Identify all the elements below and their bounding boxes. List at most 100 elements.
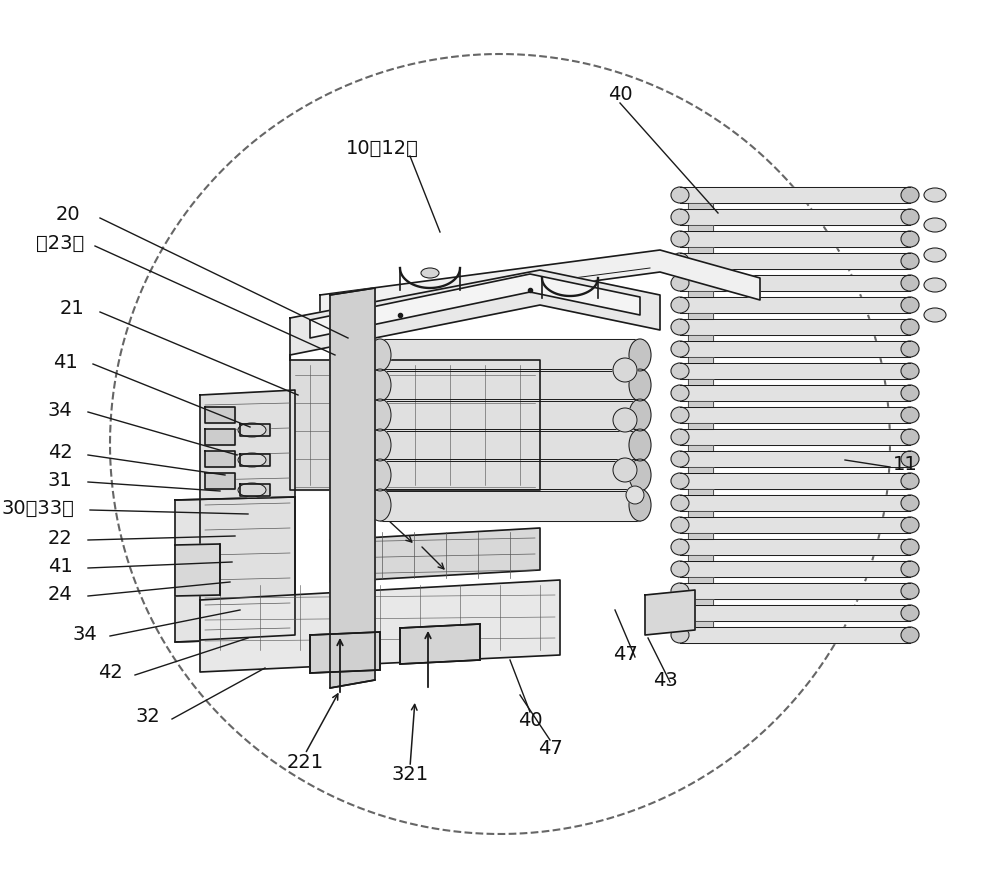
Polygon shape <box>680 495 910 511</box>
Ellipse shape <box>238 453 266 467</box>
Polygon shape <box>680 231 910 247</box>
Polygon shape <box>688 511 713 517</box>
Ellipse shape <box>924 248 946 262</box>
Circle shape <box>613 458 637 482</box>
Ellipse shape <box>671 517 689 533</box>
Polygon shape <box>688 599 713 605</box>
Circle shape <box>613 408 637 432</box>
Polygon shape <box>680 187 910 203</box>
Ellipse shape <box>901 319 919 335</box>
Polygon shape <box>290 355 540 490</box>
Ellipse shape <box>671 561 689 577</box>
Polygon shape <box>380 339 640 371</box>
Text: 32: 32 <box>136 708 160 726</box>
Polygon shape <box>205 473 235 489</box>
Text: （23）: （23） <box>36 234 84 252</box>
Text: 40: 40 <box>608 85 632 105</box>
Polygon shape <box>310 274 640 338</box>
Ellipse shape <box>671 407 689 423</box>
Ellipse shape <box>629 429 651 461</box>
Polygon shape <box>680 451 910 467</box>
Ellipse shape <box>901 297 919 313</box>
Ellipse shape <box>671 627 689 643</box>
Polygon shape <box>320 250 760 318</box>
Ellipse shape <box>901 231 919 247</box>
Ellipse shape <box>671 605 689 621</box>
Polygon shape <box>688 203 713 209</box>
Text: 42: 42 <box>98 663 122 683</box>
Polygon shape <box>680 627 910 643</box>
Polygon shape <box>380 369 640 401</box>
Ellipse shape <box>924 188 946 202</box>
Text: 221: 221 <box>286 752 324 772</box>
Polygon shape <box>688 533 713 539</box>
Ellipse shape <box>671 363 689 379</box>
Polygon shape <box>688 313 713 319</box>
Ellipse shape <box>901 605 919 621</box>
Ellipse shape <box>629 399 651 431</box>
Polygon shape <box>680 429 910 445</box>
Polygon shape <box>380 399 640 431</box>
Polygon shape <box>205 429 235 445</box>
Ellipse shape <box>238 483 266 497</box>
Ellipse shape <box>901 473 919 489</box>
Ellipse shape <box>924 278 946 292</box>
Text: 47: 47 <box>613 645 637 664</box>
Ellipse shape <box>671 209 689 225</box>
Polygon shape <box>688 357 713 363</box>
Ellipse shape <box>924 218 946 232</box>
Polygon shape <box>688 445 713 451</box>
Polygon shape <box>688 621 713 627</box>
Ellipse shape <box>671 275 689 291</box>
Polygon shape <box>680 605 910 621</box>
Text: 34: 34 <box>73 624 97 644</box>
Ellipse shape <box>671 429 689 445</box>
Ellipse shape <box>671 297 689 313</box>
Ellipse shape <box>671 539 689 555</box>
Polygon shape <box>680 319 910 335</box>
Polygon shape <box>688 423 713 429</box>
Polygon shape <box>688 467 713 473</box>
Ellipse shape <box>901 627 919 643</box>
Ellipse shape <box>924 308 946 322</box>
Polygon shape <box>240 424 270 436</box>
Text: 30（33）: 30（33） <box>2 499 74 517</box>
Ellipse shape <box>671 473 689 489</box>
Text: 42: 42 <box>48 444 72 462</box>
Ellipse shape <box>369 339 391 371</box>
Ellipse shape <box>901 275 919 291</box>
Polygon shape <box>290 270 660 355</box>
Text: 41: 41 <box>48 557 72 575</box>
Ellipse shape <box>901 583 919 599</box>
Ellipse shape <box>369 459 391 491</box>
Text: 24: 24 <box>48 584 72 604</box>
Polygon shape <box>688 489 713 495</box>
Polygon shape <box>400 624 480 664</box>
Text: 20: 20 <box>56 205 80 225</box>
Text: 31: 31 <box>48 470 72 490</box>
Polygon shape <box>645 590 695 635</box>
Polygon shape <box>380 489 640 521</box>
Ellipse shape <box>629 459 651 491</box>
Polygon shape <box>688 401 713 407</box>
Text: 321: 321 <box>391 765 429 784</box>
Ellipse shape <box>369 489 391 521</box>
Ellipse shape <box>671 187 689 203</box>
Polygon shape <box>175 544 220 596</box>
Ellipse shape <box>901 451 919 467</box>
Polygon shape <box>688 577 713 583</box>
Polygon shape <box>680 275 910 291</box>
Polygon shape <box>680 297 910 313</box>
Text: 41: 41 <box>53 353 77 372</box>
Ellipse shape <box>901 407 919 423</box>
Ellipse shape <box>671 253 689 269</box>
Polygon shape <box>680 385 910 401</box>
Polygon shape <box>680 517 910 533</box>
Ellipse shape <box>369 429 391 461</box>
Ellipse shape <box>671 319 689 335</box>
Polygon shape <box>688 291 713 297</box>
Text: 34: 34 <box>48 401 72 420</box>
Polygon shape <box>380 429 640 461</box>
Ellipse shape <box>629 369 651 401</box>
Polygon shape <box>680 473 910 489</box>
